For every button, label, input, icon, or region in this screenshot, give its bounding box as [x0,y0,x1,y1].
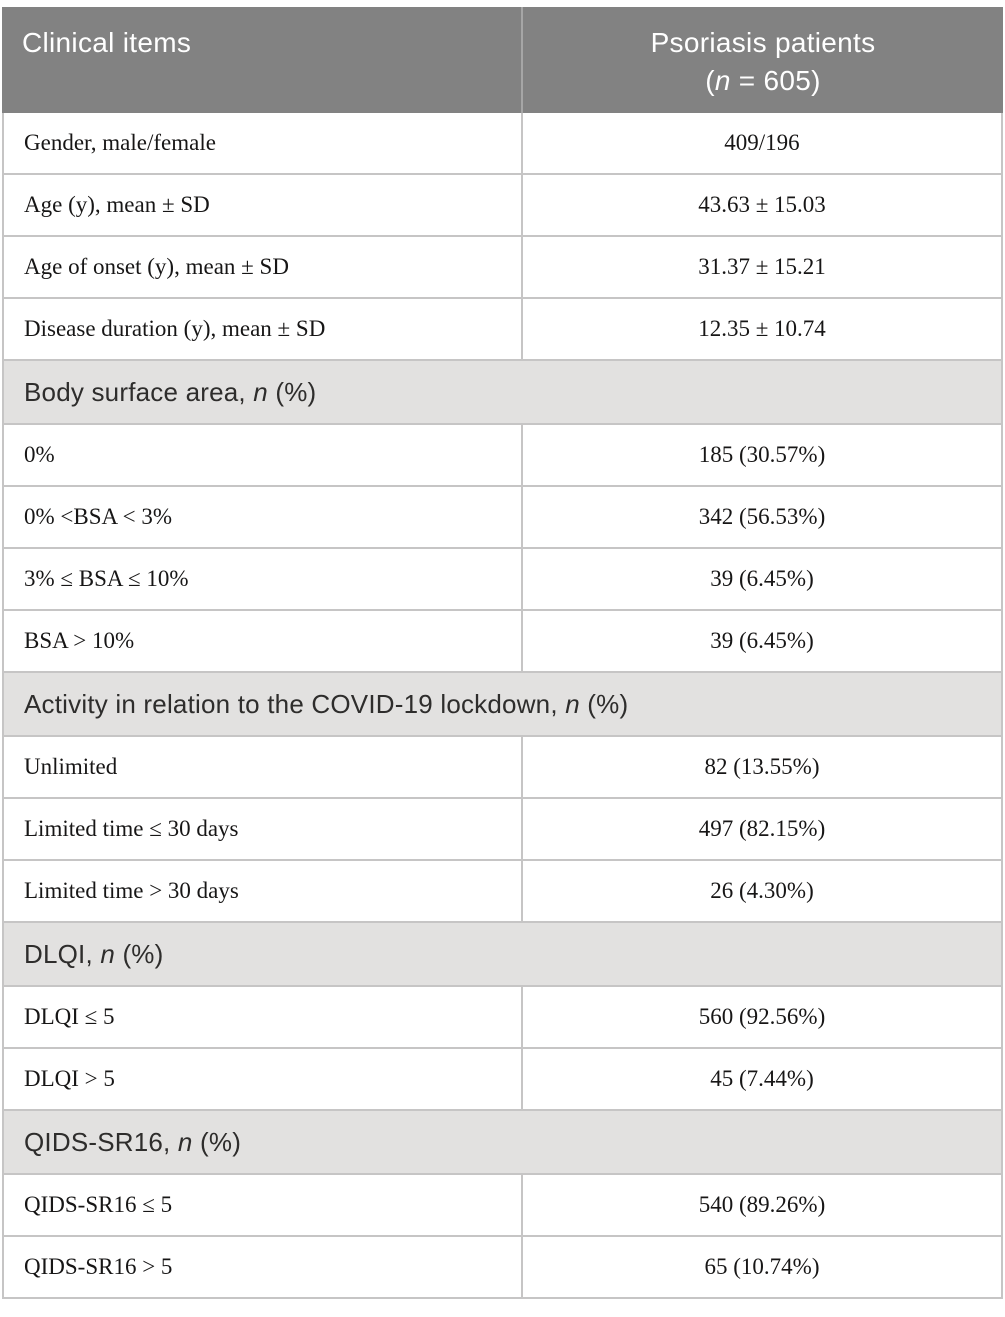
clinical-characteristics-table: Clinical items Psoriasis patients (n = 6… [2,7,1003,1299]
row-label: Limited time ≤ 30 days [2,799,521,861]
row-value: 12.35 ± 10.74 [521,299,1003,361]
row-value: 82 (13.55%) [521,737,1003,799]
row-label: Age (y), mean ± SD [2,175,521,237]
table-row: Limited time > 30 days 26 (4.30%) [2,861,1003,923]
row-label: QIDS-SR16 > 5 [2,1237,521,1299]
row-label: 3% ≤ BSA ≤ 10% [2,549,521,611]
row-label: BSA > 10% [2,611,521,673]
table-row: BSA > 10% 39 (6.45%) [2,611,1003,673]
table-row: Age of onset (y), mean ± SD 31.37 ± 15.2… [2,237,1003,299]
row-value: 45 (7.44%) [521,1049,1003,1111]
row-value: 185 (30.57%) [521,425,1003,487]
table-row: DLQI ≤ 5 560 (92.56%) [2,987,1003,1049]
row-label: Unlimited [2,737,521,799]
italic-n: n [565,688,580,719]
table-row: 0% <BSA < 3% 342 (56.53%) [2,487,1003,549]
column-header-psoriasis-patients: Psoriasis patients (n = 605) [521,7,1003,113]
table-row: Unlimited 82 (13.55%) [2,737,1003,799]
table-row: Limited time ≤ 30 days 497 (82.15%) [2,799,1003,861]
column-header-line2: (n = 605) [705,65,821,96]
italic-n: n [253,376,268,407]
row-label: Disease duration (y), mean ± SD [2,299,521,361]
row-label: QIDS-SR16 ≤ 5 [2,1175,521,1237]
section-header-row-activity: Activity in relation to the COVID-19 loc… [2,673,1003,737]
row-value: 31.37 ± 15.21 [521,237,1003,299]
section-header-row-dlqi: DLQI, n (%) [2,923,1003,987]
section-header: Body surface area, n (%) [2,361,1003,425]
table-row: QIDS-SR16 ≤ 5 540 (89.26%) [2,1175,1003,1237]
row-value: 409/196 [521,113,1003,175]
row-label: 0% <BSA < 3% [2,487,521,549]
row-label: Age of onset (y), mean ± SD [2,237,521,299]
italic-n: n [177,1126,193,1157]
section-header-row-bsa: Body surface area, n (%) [2,361,1003,425]
row-value: 560 (92.56%) [521,987,1003,1049]
section-header-row-qids: QIDS-SR16, n (%) [2,1111,1003,1175]
column-header-line1: Psoriasis patients [650,27,876,58]
row-label: DLQI ≤ 5 [2,987,521,1049]
row-value: 497 (82.15%) [521,799,1003,861]
section-header: DLQI, n (%) [2,923,1003,987]
row-label: Gender, male/female [2,113,521,175]
table-row: 0% 185 (30.57%) [2,425,1003,487]
row-value: 26 (4.30%) [521,861,1003,923]
section-header: Activity in relation to the COVID-19 loc… [2,673,1003,737]
row-value: 43.63 ± 15.03 [521,175,1003,237]
table-row: DLQI > 5 45 (7.44%) [2,1049,1003,1111]
table-row: Gender, male/female 409/196 [2,113,1003,175]
section-header: QIDS-SR16, n (%) [2,1111,1003,1175]
table-row: Age (y), mean ± SD 43.63 ± 15.03 [2,175,1003,237]
row-value: 342 (56.53%) [521,487,1003,549]
table-header-row: Clinical items Psoriasis patients (n = 6… [2,7,1003,113]
column-header-label: Clinical items [22,27,192,58]
row-value: 540 (89.26%) [521,1175,1003,1237]
italic-n: n [714,65,731,96]
row-value: 65 (10.74%) [521,1237,1003,1299]
row-value: 39 (6.45%) [521,611,1003,673]
italic-n: n [100,938,116,969]
column-header-clinical-items: Clinical items [2,7,521,113]
table-row: 3% ≤ BSA ≤ 10% 39 (6.45%) [2,549,1003,611]
row-label: DLQI > 5 [2,1049,521,1111]
row-label: Limited time > 30 days [2,861,521,923]
table-row: QIDS-SR16 > 5 65 (10.74%) [2,1237,1003,1299]
row-value: 39 (6.45%) [521,549,1003,611]
table-row: Disease duration (y), mean ± SD 12.35 ± … [2,299,1003,361]
row-label: 0% [2,425,521,487]
